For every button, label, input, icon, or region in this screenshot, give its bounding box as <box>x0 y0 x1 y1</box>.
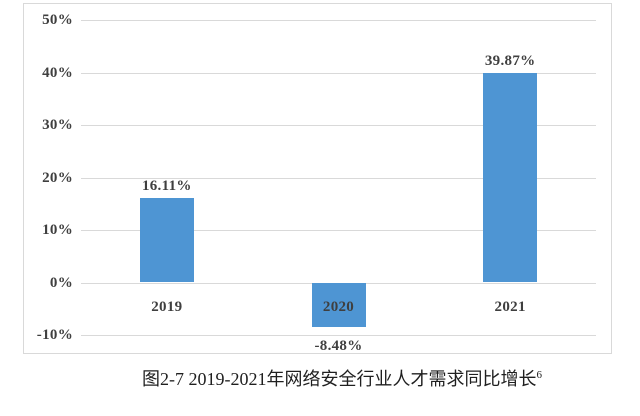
y-tick-label: 50% <box>42 12 73 28</box>
gridline <box>81 230 596 231</box>
caption-text: 图2-7 2019-2021年网络安全行业人才需求同比增长 <box>142 369 537 389</box>
y-tick-label: 20% <box>42 169 73 186</box>
y-tick-label: 10% <box>42 222 73 238</box>
gridline <box>81 20 596 21</box>
caption-footnote-ref: 6 <box>536 369 543 381</box>
value-label: 39.87% <box>484 53 536 70</box>
plot-area: 16.11% 2019 -8.48% 2020 39.87% 2021 <box>81 20 596 354</box>
figure-caption: 图2-7 2019-2021年网络安全行业人才需求同比增长6 <box>0 366 640 392</box>
chart-frame: 16.11% 2019 -8.48% 2020 39.87% 2021 50% 40% 30%… <box>23 3 612 354</box>
bar-2019 <box>139 197 194 283</box>
category-label: 2021 <box>494 298 526 315</box>
bar-2020 <box>311 282 366 328</box>
gridline <box>81 125 596 126</box>
gridline <box>81 177 596 179</box>
y-tick-label: -10% <box>36 327 73 343</box>
y-tick-label: 30% <box>42 117 73 133</box>
gridline <box>81 72 596 74</box>
bar-2021 <box>483 73 538 283</box>
category-label: 2020 <box>322 298 355 315</box>
value-label: -8.48% <box>314 338 363 355</box>
category-label: 2019 <box>151 298 183 315</box>
value-label: 16.11% <box>141 177 192 194</box>
gridline <box>81 335 596 336</box>
y-tick-label: 0% <box>49 274 73 291</box>
y-tick-label: 40% <box>42 64 73 81</box>
